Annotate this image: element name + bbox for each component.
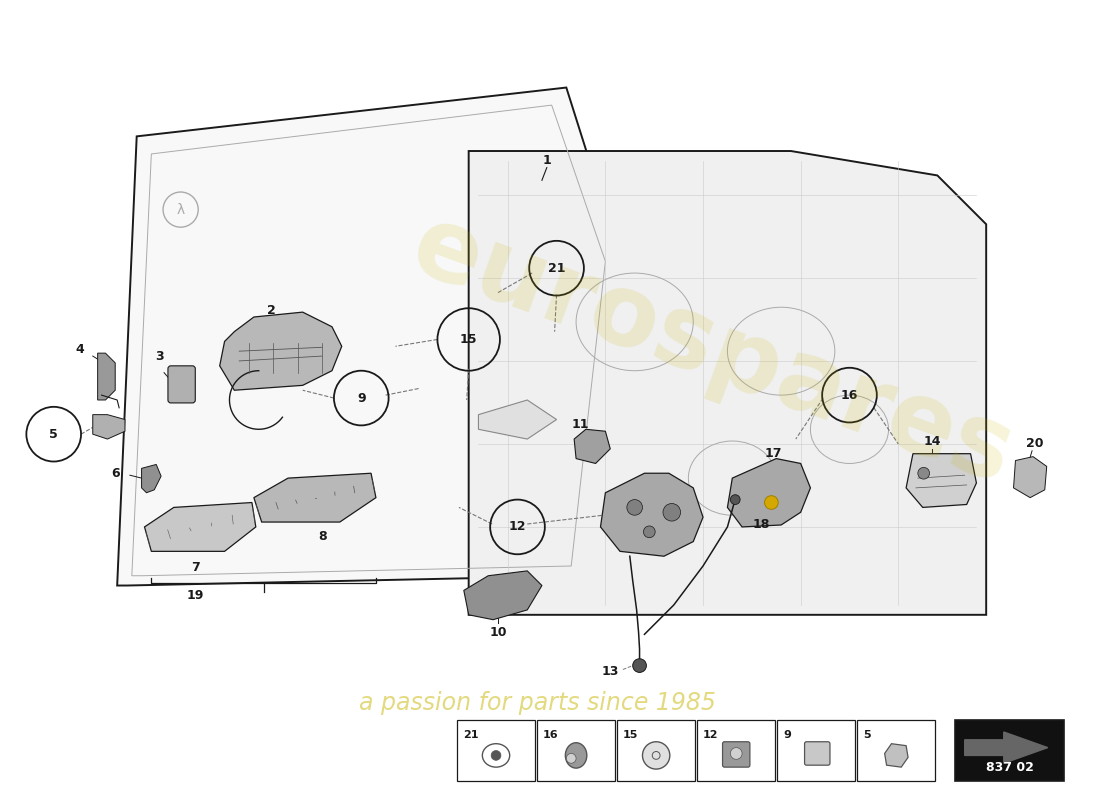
- Polygon shape: [92, 414, 125, 439]
- Polygon shape: [469, 151, 987, 615]
- Text: eurospares: eurospares: [399, 198, 1026, 505]
- Text: 12: 12: [509, 521, 526, 534]
- FancyBboxPatch shape: [804, 742, 830, 765]
- Circle shape: [632, 658, 647, 673]
- Text: 4: 4: [76, 342, 85, 356]
- Text: 6: 6: [111, 466, 120, 480]
- Text: 17: 17: [764, 447, 782, 460]
- Circle shape: [764, 496, 778, 510]
- Text: 5: 5: [864, 730, 871, 740]
- Polygon shape: [1013, 457, 1047, 498]
- FancyBboxPatch shape: [537, 720, 615, 781]
- Text: 9: 9: [783, 730, 791, 740]
- Text: 5: 5: [50, 428, 58, 441]
- Text: 21: 21: [548, 262, 565, 274]
- Polygon shape: [727, 458, 811, 527]
- Circle shape: [730, 494, 740, 505]
- Polygon shape: [144, 502, 256, 551]
- Text: 15: 15: [623, 730, 638, 740]
- Text: 15: 15: [460, 333, 477, 346]
- Circle shape: [644, 526, 656, 538]
- Text: 13: 13: [602, 665, 619, 678]
- Ellipse shape: [565, 742, 586, 768]
- Polygon shape: [884, 744, 909, 767]
- Text: a passion for parts since 1985: a passion for parts since 1985: [359, 690, 715, 714]
- Text: λ: λ: [176, 202, 185, 217]
- FancyBboxPatch shape: [857, 720, 935, 781]
- FancyBboxPatch shape: [778, 720, 856, 781]
- Circle shape: [566, 754, 576, 763]
- Polygon shape: [478, 400, 557, 439]
- Polygon shape: [906, 454, 977, 507]
- Text: 14: 14: [924, 434, 942, 447]
- Text: 10: 10: [490, 626, 507, 639]
- Text: 8: 8: [318, 530, 327, 543]
- Text: 16: 16: [543, 730, 559, 740]
- FancyBboxPatch shape: [697, 720, 775, 781]
- Text: 20: 20: [1026, 438, 1044, 450]
- FancyBboxPatch shape: [617, 720, 695, 781]
- FancyBboxPatch shape: [456, 720, 535, 781]
- Text: 1: 1: [542, 154, 551, 167]
- Polygon shape: [142, 465, 161, 493]
- Circle shape: [663, 503, 681, 521]
- Circle shape: [730, 748, 743, 759]
- FancyBboxPatch shape: [168, 366, 196, 403]
- Text: 18: 18: [752, 518, 770, 531]
- FancyBboxPatch shape: [723, 742, 750, 767]
- Polygon shape: [965, 732, 1047, 763]
- Polygon shape: [574, 430, 611, 463]
- Circle shape: [491, 750, 501, 760]
- Polygon shape: [601, 474, 703, 556]
- Text: 7: 7: [191, 562, 200, 574]
- Text: 9: 9: [358, 391, 365, 405]
- Text: 3: 3: [155, 350, 164, 362]
- Text: 11: 11: [571, 418, 588, 431]
- Text: 12: 12: [703, 730, 718, 740]
- Polygon shape: [220, 312, 342, 390]
- FancyBboxPatch shape: [955, 720, 1065, 781]
- Polygon shape: [118, 87, 625, 586]
- Text: 21: 21: [463, 730, 478, 740]
- Polygon shape: [98, 353, 116, 400]
- Circle shape: [917, 467, 930, 479]
- Text: 16: 16: [840, 389, 858, 402]
- Circle shape: [642, 742, 670, 769]
- Text: 837 02: 837 02: [986, 761, 1034, 774]
- Polygon shape: [464, 571, 542, 620]
- Circle shape: [627, 499, 642, 515]
- Text: 2: 2: [267, 304, 276, 317]
- Polygon shape: [254, 474, 376, 522]
- Text: 19: 19: [187, 589, 204, 602]
